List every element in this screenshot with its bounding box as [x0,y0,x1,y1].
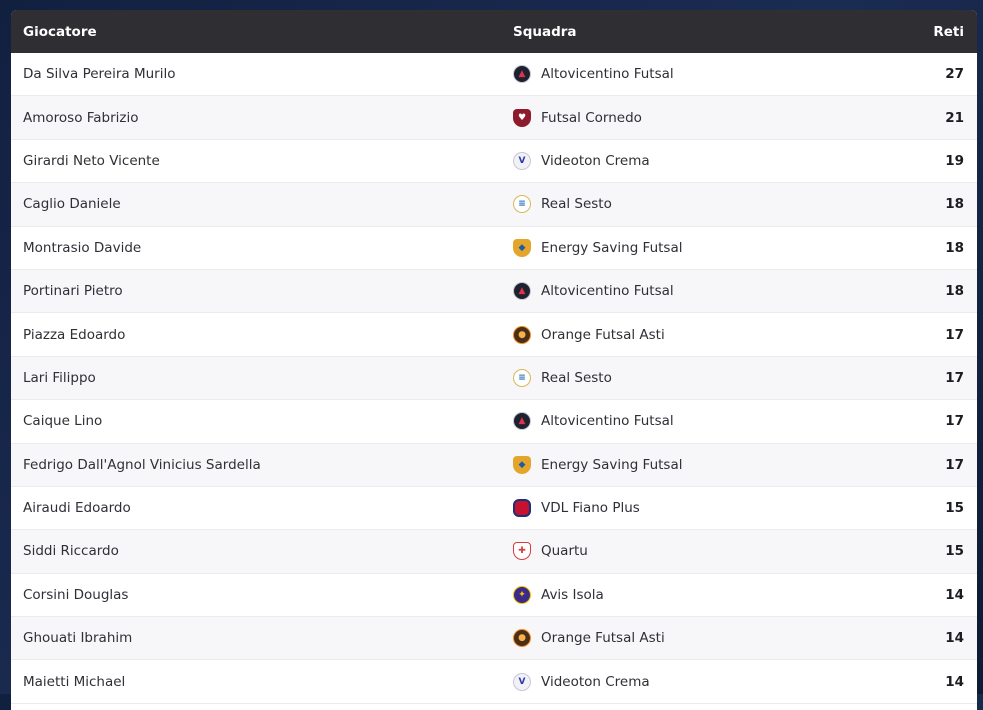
team-name[interactable]: Energy Saving Futsal [541,456,683,473]
header-goals[interactable]: Reti [933,23,964,40]
futsal-cornedo-logo-icon: ♥ [513,108,531,127]
videoton-crema-logo-icon: V [513,151,531,170]
player-name[interactable]: Girardi Neto Vicente [23,152,160,169]
player-name[interactable]: Siddi Riccardo [23,543,119,560]
team-name[interactable]: Altovicentino Futsal [541,413,674,430]
goals-value: 18 [945,196,964,213]
player-name[interactable]: Fedrigo Dall'Agnol Vinicius Sardella [23,456,261,473]
player-name[interactable]: Piazza Edoardo [23,326,126,343]
table-row[interactable]: Portinari Pietro ▲ Altovicentino Futsal 1… [11,269,977,314]
vdl-fiano-logo-icon [513,499,531,518]
goals-value: 17 [945,413,964,430]
team-name[interactable]: VDL Fiano Plus [541,500,640,517]
goals-value: 19 [945,152,964,169]
table-row[interactable]: Corsini Douglas ✦ Avis Isola 14 [11,574,977,618]
goals-value: 18 [945,283,964,300]
team-name[interactable]: Orange Futsal Asti [541,630,665,647]
real-sesto-logo-icon: ≡ [513,368,531,387]
table-row[interactable]: Siddi Riccardo ✚ Quartu 15 [11,530,977,574]
table-row[interactable]: Girardi Neto Vicente V Videoton Crema 19 [11,140,977,184]
table-row[interactable]: Piazza Edoardo ● Orange Futsal Asti 17 [11,313,977,357]
altovicentino-logo-icon: ▲ [513,65,531,84]
energy-saving-logo-icon: ◆ [513,238,531,257]
player-name[interactable]: Caique Lino [23,413,103,430]
goals-value: 21 [945,109,964,126]
goals-value: 14 [945,673,964,690]
table-row[interactable]: Maietti Michael V Videoton Crema 14 [11,660,977,704]
table-row[interactable]: Da Silva Pereira Murilo ▲ Altovicentino F… [11,53,977,97]
goals-value: 17 [945,456,964,473]
team-name[interactable]: Videoton Crema [541,673,650,690]
goals-value: 18 [945,239,964,256]
table-row[interactable]: Airaudi Edoardo VDL Fiano Plus 15 [11,487,977,531]
goals-value: 17 [945,369,964,386]
header-team[interactable]: Squadra [513,23,577,40]
goals-value: 15 [945,543,964,560]
player-name[interactable]: Corsini Douglas [23,586,129,603]
table-row[interactable]: Caglio Daniele ≡ Real Sesto 18 [11,183,977,227]
real-sesto-logo-icon: ≡ [513,195,531,214]
orange-asti-logo-icon: ● [513,325,531,344]
table-row[interactable]: Ghouati Ibrahim ● Orange Futsal Asti 14 [11,617,977,661]
orange-asti-logo-icon: ● [513,629,531,648]
quartu-logo-icon: ✚ [513,542,531,561]
videoton-crema-logo-icon: V [513,672,531,691]
goals-value: 27 [945,66,964,83]
team-name[interactable]: Futsal Cornedo [541,109,642,126]
player-name[interactable]: Caglio Daniele [23,196,121,213]
player-name[interactable]: Maietti Michael [23,673,126,690]
team-name[interactable]: Orange Futsal Asti [541,326,665,343]
player-name[interactable]: Portinari Pietro [23,283,123,300]
player-name[interactable]: Amoroso Fabrizio [23,109,139,126]
player-name[interactable]: Montrasio Davide [23,239,142,256]
avis-isola-logo-icon: ✦ [513,585,531,604]
team-name[interactable]: Altovicentino Futsal [541,283,674,300]
team-name[interactable]: Real Sesto [541,196,612,213]
header-player[interactable]: Giocatore [23,23,97,40]
goals-value: 14 [945,586,964,603]
table-row[interactable]: Amoroso Fabrizio ♥ Futsal Cornedo 21 [11,96,977,140]
table-header: Giocatore Squadra Reti [11,10,977,53]
goals-value: 15 [945,500,964,517]
energy-saving-logo-icon: ◆ [513,455,531,474]
altovicentino-logo-icon: ▲ [513,412,531,431]
top-scorers-table: Giocatore Squadra Reti Da Silva Pereira … [11,10,977,710]
table-row[interactable]: Caique Lino ▲ Altovicentino Futsal 17 [11,400,977,444]
player-name[interactable]: Da Silva Pereira Murilo [23,66,176,83]
goals-value: 17 [945,326,964,343]
team-name[interactable]: Altovicentino Futsal [541,66,674,83]
team-name[interactable]: Videoton Crema [541,152,650,169]
team-name[interactable]: Avis Isola [541,586,604,603]
table-row[interactable]: Lari Filippo ≡ Real Sesto 17 [11,356,977,401]
goals-value: 14 [945,630,964,647]
team-name[interactable]: Quartu [541,543,588,560]
table-row[interactable]: Fedrigo Dall'Agnol Vinicius Sardella ◆ En… [11,443,977,487]
team-name[interactable]: Energy Saving Futsal [541,239,683,256]
player-name[interactable]: Lari Filippo [23,369,96,386]
team-name[interactable]: Real Sesto [541,369,612,386]
table-row[interactable]: Montrasio Davide ◆ Energy Saving Futsal 1… [11,227,977,270]
altovicentino-logo-icon: ▲ [513,282,531,301]
player-name[interactable]: Ghouati Ibrahim [23,630,133,647]
player-name[interactable]: Airaudi Edoardo [23,500,131,517]
